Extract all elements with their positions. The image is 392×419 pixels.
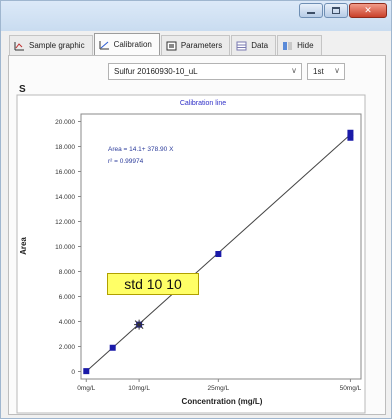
tab-calibration[interactable]: Calibration	[93, 33, 160, 55]
tab-label: Sample graphic	[29, 41, 85, 50]
sample-select[interactable]: Sulfur 20160930-10_uL ∨	[108, 63, 302, 80]
chevron-down-icon: ∨	[291, 66, 297, 75]
sample-select-value: Sulfur 20160930-10_uL	[114, 67, 198, 76]
order-select-value: 1st	[313, 67, 324, 76]
tab-label: Calibration	[113, 40, 152, 49]
minimize-button[interactable]	[299, 3, 323, 18]
parameters-icon	[166, 41, 177, 51]
window-controls: ✕	[299, 3, 387, 18]
chevron-down-icon: ∨	[334, 66, 340, 75]
minimize-icon	[307, 12, 315, 14]
order-select[interactable]: 1st ∨	[307, 63, 345, 80]
title-bar: ✕	[1, 1, 391, 31]
tab-label: Data	[251, 41, 269, 50]
calibration-panel: Sulfur 20160930-10_uL ∨ 1st ∨ S	[8, 55, 386, 415]
sample-graphic-icon	[14, 41, 25, 51]
maximize-icon	[332, 7, 340, 14]
element-label: S	[19, 84, 26, 95]
close-icon: ✕	[364, 5, 372, 16]
tab-parameters[interactable]: Parameters	[160, 35, 231, 55]
tab-sample-graphic[interactable]: Sample graphic	[9, 35, 93, 55]
point-tooltip: std 10 10	[107, 273, 199, 295]
hide-icon	[282, 41, 293, 51]
tab-data[interactable]: Data	[231, 35, 277, 55]
data-icon	[236, 41, 247, 51]
maximize-button[interactable]	[324, 3, 348, 18]
tab-label: Parameters	[180, 41, 223, 50]
tab-label: Hide	[297, 41, 314, 50]
tab-hide[interactable]: Hide	[277, 35, 322, 55]
tab-strip: Sample graphic Calibration Parameters Da…	[9, 33, 323, 55]
close-button[interactable]: ✕	[349, 3, 387, 18]
calibration-icon	[99, 40, 110, 50]
